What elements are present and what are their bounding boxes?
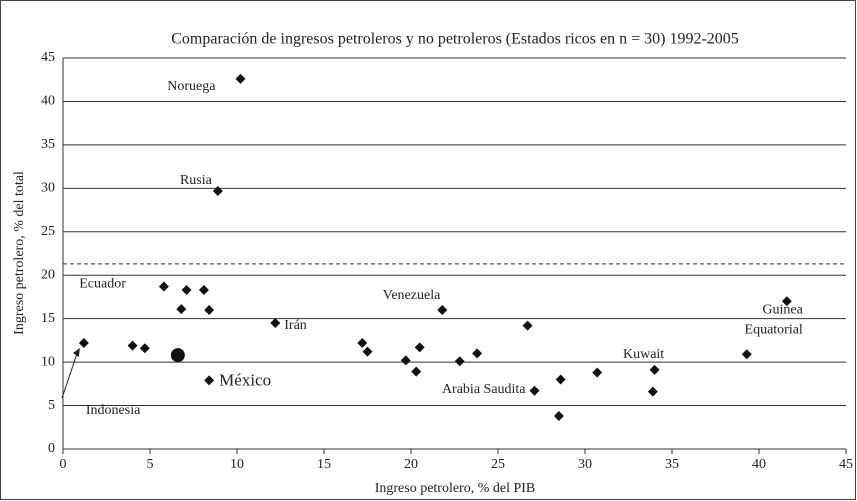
point bbox=[454, 356, 465, 367]
point bbox=[529, 385, 540, 396]
y-tick-label: 20 bbox=[41, 267, 55, 282]
x-axis-label: Ingreso petrolero, % del PIB bbox=[375, 481, 536, 496]
point bbox=[158, 281, 169, 292]
x-tick-label: 20 bbox=[404, 457, 418, 472]
y-tick-label: 10 bbox=[41, 354, 55, 369]
point bbox=[170, 348, 185, 363]
x-tick-label: 35 bbox=[665, 457, 679, 472]
y-tick-label: 0 bbox=[48, 441, 55, 456]
point bbox=[414, 342, 425, 353]
point bbox=[127, 340, 138, 351]
point-label: Ecuador bbox=[79, 277, 126, 292]
x-tick-label: 10 bbox=[230, 457, 244, 472]
point bbox=[235, 73, 246, 84]
y-tick-label: 5 bbox=[48, 398, 55, 413]
point bbox=[139, 343, 150, 354]
x-tick-label: 40 bbox=[752, 457, 766, 472]
point bbox=[270, 318, 281, 329]
point-label: Arabia Saudita bbox=[442, 382, 526, 397]
point bbox=[649, 364, 660, 375]
point-label: Indonesia bbox=[86, 403, 141, 418]
chart-title: Comparación de ingresos petroleros y no … bbox=[171, 31, 739, 48]
point bbox=[362, 346, 373, 357]
point-label: México bbox=[219, 370, 271, 389]
x-tick-label: 5 bbox=[147, 457, 154, 472]
point-label: Rusia bbox=[180, 173, 213, 188]
point bbox=[181, 284, 192, 295]
arrow bbox=[61, 350, 79, 399]
y-tick-label: 30 bbox=[41, 181, 55, 196]
point-label: Kuwait bbox=[623, 347, 664, 362]
point bbox=[212, 185, 223, 196]
point bbox=[176, 304, 187, 315]
y-tick-label: 15 bbox=[41, 311, 55, 326]
point bbox=[741, 349, 752, 360]
point-label: Irán bbox=[284, 318, 307, 333]
x-tick-label: 30 bbox=[578, 457, 592, 472]
y-tick-label: 40 bbox=[41, 94, 55, 109]
point bbox=[357, 337, 368, 348]
point bbox=[204, 304, 215, 315]
y-tick-label: 45 bbox=[41, 50, 55, 65]
y-axis-label: Ingreso petrolero, % del total bbox=[12, 171, 27, 335]
point bbox=[555, 374, 566, 385]
x-tick-label: 0 bbox=[60, 457, 67, 472]
x-tick-label: 25 bbox=[491, 457, 505, 472]
point-label: Noruega bbox=[167, 79, 216, 94]
label-line: Equatorial bbox=[745, 323, 803, 338]
point bbox=[472, 348, 483, 359]
y-tick-label: 25 bbox=[41, 224, 55, 239]
point bbox=[592, 367, 603, 378]
arrow-head bbox=[72, 347, 80, 357]
point bbox=[522, 320, 533, 331]
x-tick-label: 15 bbox=[317, 457, 331, 472]
point bbox=[647, 386, 658, 397]
label-line: Guinea bbox=[762, 303, 803, 318]
point bbox=[437, 304, 448, 315]
y-tick-label: 35 bbox=[41, 137, 55, 152]
point-label: Guinea Equatorial bbox=[745, 303, 804, 338]
x-tick-label: 45 bbox=[839, 457, 853, 472]
point bbox=[204, 375, 215, 386]
point bbox=[198, 284, 209, 295]
point bbox=[78, 337, 89, 348]
point-label: Venezuela bbox=[383, 288, 441, 303]
point bbox=[411, 366, 422, 377]
point bbox=[400, 355, 411, 366]
point bbox=[553, 410, 564, 421]
point bbox=[781, 296, 792, 307]
